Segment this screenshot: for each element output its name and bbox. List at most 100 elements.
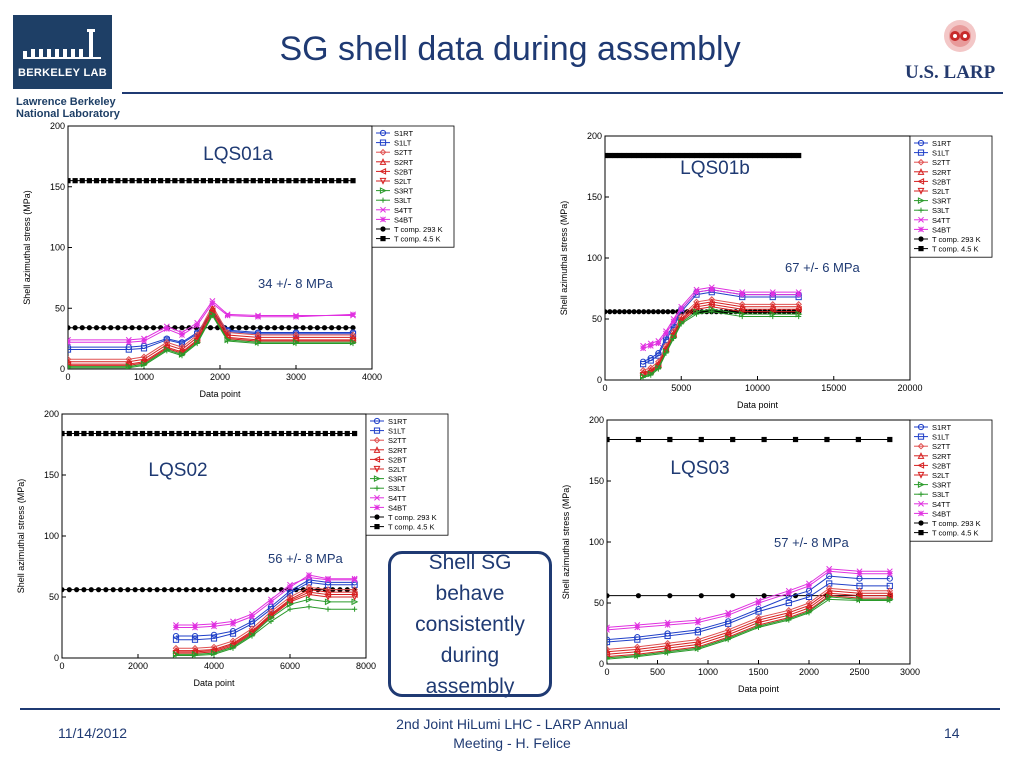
reference-marker [74,430,80,437]
data-point [230,645,236,651]
series-line [607,582,890,643]
series-line [176,589,355,652]
data-point [126,365,132,369]
data-point [725,612,732,619]
data-point [125,339,132,346]
reference-marker [607,436,610,443]
reference-marker [183,430,189,437]
stress-annotation: 56 +/- 8 MPa [268,551,344,566]
chart-lqs01a: 0 1000 2000 3000 4000 0 50 100 150 200 Data point S… [0,110,470,400]
reference-marker [315,430,321,437]
x-tick-label: 2000 [799,667,819,677]
chart-svg: 0 5000 10000 15000 20000 0 50 100 150 200 Data poi… [559,131,993,410]
x-tick-label: 1000 [134,372,154,382]
reference-marker [689,152,695,159]
reference-marker [708,152,715,159]
legend-marker [379,187,387,195]
legend-label: S1RT [394,129,413,138]
reference-marker [737,152,744,159]
data-point [607,638,611,646]
reference-marker [307,178,313,184]
data-point [647,357,654,364]
reference-marker [718,152,724,159]
reference-marker [704,152,710,159]
x-tick-label: 20000 [897,383,922,393]
conclusion-callout: Shell SG behave consistently during asse… [388,551,552,698]
data-point [209,312,215,319]
series-line [176,576,355,626]
data-point [640,345,647,352]
y-tick-label: 100 [587,253,602,263]
reference-marker [728,152,734,159]
legend-marker [918,520,924,526]
reference-marker [272,325,278,331]
data-point [708,286,715,293]
data-point [607,646,611,653]
legend-label: S4TT [394,206,413,215]
reference-marker [66,430,72,437]
data-point [886,595,894,602]
reference-marker [655,152,661,159]
data-point [68,346,72,353]
series-line [176,586,355,649]
legend-label: S2TT [388,436,407,445]
berkeley-lab-emblem-icon [23,29,101,59]
data-point [785,614,793,622]
legend-marker [379,148,387,156]
data-point [785,590,792,597]
reference-marker [117,430,124,437]
legend: S1RTS1LTS2TTS2RTS2BTS2LTS3RTS3LTS4TTS4BT… [909,135,993,258]
y-tick-label: 200 [44,409,59,419]
legend-box [371,125,455,248]
x-tick-label: 0 [65,372,70,382]
reference-marker [271,430,277,437]
data-point [725,637,731,643]
legend-label: S1RT [932,423,951,432]
reference-marker [220,430,226,437]
reference-marker [95,430,102,437]
y-tick-label: 0 [597,375,602,385]
reference-marker [110,430,116,437]
data-point [254,330,262,337]
reference-marker [101,178,107,184]
reference-marker [93,325,100,331]
reference-marker [631,309,637,315]
data-point [306,572,312,578]
data-point [795,291,802,298]
reference-marker [786,152,792,159]
reference-marker [660,152,666,159]
legend-label: S3LT [394,196,412,205]
series-line [68,309,353,365]
reference-marker [101,325,107,331]
reference-marker [72,325,78,331]
data-point [785,599,792,607]
reference-marker [198,430,204,437]
legend-label: S1RT [932,139,951,148]
reference-marker [222,178,228,184]
reference-marker [314,325,320,331]
legend-box [909,419,993,542]
reference-marker [670,152,676,159]
reference-marker [117,587,124,593]
data-point [665,650,671,656]
data-point [163,325,170,332]
series-line [68,307,353,363]
data-point [678,306,685,313]
reference-marker [337,430,343,437]
reference-marker [762,152,768,159]
data-point [325,575,331,582]
legend-marker [917,452,925,459]
lab-name-line2: National Laboratory [16,108,120,120]
reference-marker [293,430,299,437]
reference-marker [193,178,199,184]
data-point [173,624,179,631]
series-line [176,606,355,657]
series-line [607,590,890,653]
larp-logo-text: U.S. LARP [905,62,996,83]
legend-marker [918,491,924,497]
reference-marker [792,436,799,443]
data-point [725,620,732,627]
reference-marker [343,325,349,331]
reference-marker [236,178,242,184]
reference-marker [329,325,335,331]
